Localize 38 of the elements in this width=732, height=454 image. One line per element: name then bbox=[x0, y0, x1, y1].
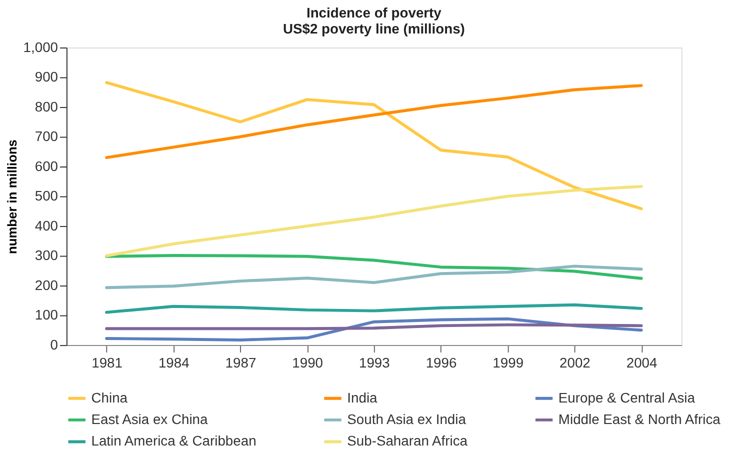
y-tick-label: 800 bbox=[34, 98, 58, 114]
y-axis-title: number in millions bbox=[4, 140, 20, 254]
text: Incidence of poverty bbox=[306, 4, 442, 21]
line-series bbox=[105, 254, 643, 280]
legend-label: East Asia ex China bbox=[91, 410, 208, 427]
x-tick-label: 1987 bbox=[225, 354, 256, 370]
x-tick-label: 2002 bbox=[560, 354, 591, 370]
y-tick-label: 600 bbox=[34, 158, 58, 174]
x-tick-label: 1981 bbox=[92, 354, 123, 370]
y-tick-label: 400 bbox=[34, 217, 58, 234]
x-tick-label: 1984 bbox=[158, 354, 190, 370]
line-series bbox=[105, 84, 643, 160]
x-tick-label: 1990 bbox=[292, 354, 324, 370]
line-series bbox=[105, 81, 643, 210]
legend-label: China bbox=[91, 389, 128, 406]
x-tick-label: 1999 bbox=[492, 354, 524, 370]
y-tick-label: 1,000 bbox=[23, 38, 58, 55]
y-tick-label: 900 bbox=[34, 68, 58, 85]
legend-label: Europe & Central Asia bbox=[558, 389, 696, 406]
legend-label: India bbox=[347, 389, 378, 406]
text: US$2 poverty line (millions) bbox=[282, 20, 465, 37]
legend-label: Latin America & Caribbean bbox=[91, 432, 256, 449]
x-tick-label: 1993 bbox=[358, 354, 390, 370]
legend-label: South Asia ex India bbox=[347, 410, 466, 427]
y-tick-label: 500 bbox=[34, 188, 58, 204]
line-series bbox=[105, 184, 643, 258]
y-tick-label: 0 bbox=[50, 336, 58, 353]
legend-label: Sub-Saharan Africa bbox=[347, 432, 468, 449]
x-tick-label: 1996 bbox=[426, 354, 457, 370]
y-tick-label: 100 bbox=[34, 306, 58, 323]
line-series bbox=[105, 303, 643, 314]
line-series bbox=[105, 264, 643, 290]
y-tick-label: 200 bbox=[34, 276, 58, 293]
x-tick-label: 2004 bbox=[626, 354, 658, 370]
y-tick-label: 300 bbox=[34, 247, 58, 264]
y-tick-label: 700 bbox=[34, 128, 58, 144]
line-series bbox=[105, 317, 643, 342]
legend-label: Middle East & North Africa bbox=[558, 410, 721, 427]
